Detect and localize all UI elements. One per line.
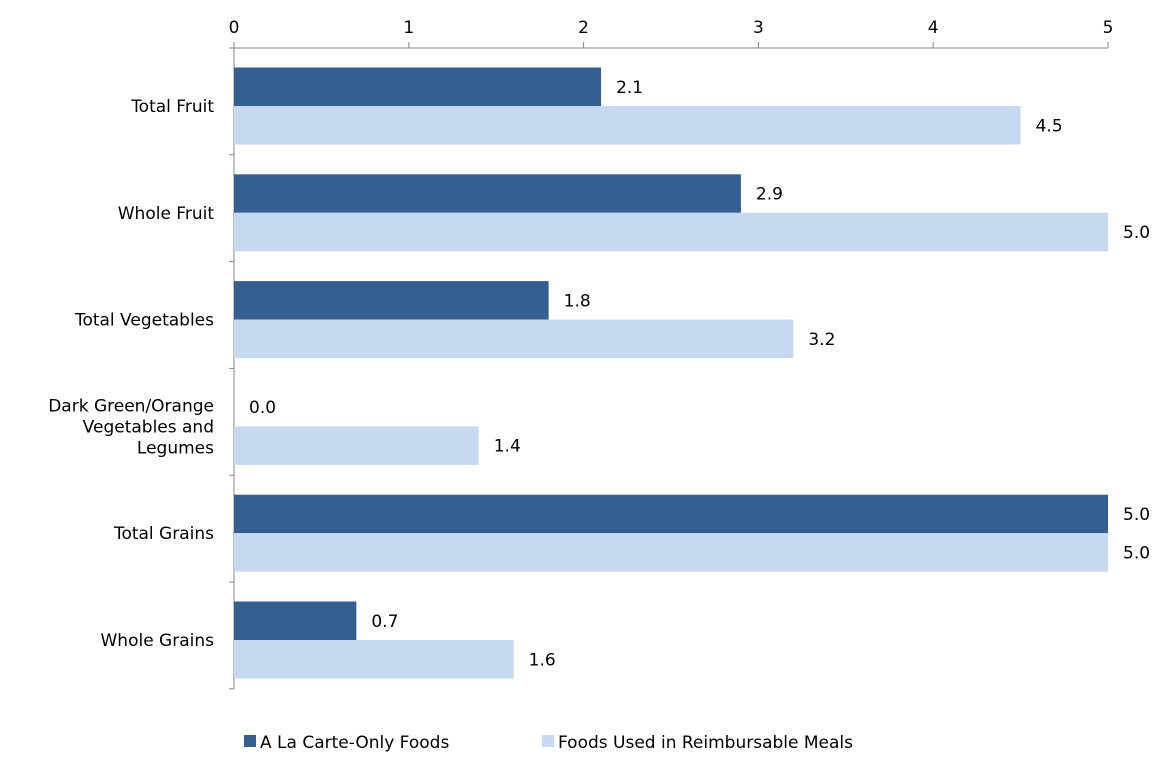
data-label: 1.6 (529, 650, 556, 670)
x-tick-label: 4 (928, 18, 939, 38)
category-label-line: Whole Grains (100, 631, 214, 651)
legend-label: A La Carte-Only Foods (260, 733, 449, 753)
bar-reimbursable-meals (234, 319, 794, 359)
x-tick-label: 1 (403, 18, 414, 38)
category-label: Dark Green/Orange Vegetables and Legumes (48, 396, 214, 458)
data-label: 0.7 (371, 612, 398, 632)
legend: A La Carte-Only Foods Foods Used in Reimb… (244, 733, 853, 753)
category-label: Whole Fruit (118, 204, 215, 224)
bar-reimbursable-meals (234, 426, 479, 465)
category-label-line: Total Vegetables (74, 311, 214, 331)
data-label: 0.0 (249, 398, 276, 418)
data-label: 5.0 (1123, 543, 1150, 563)
x-tick-label: 3 (753, 18, 764, 38)
bar-reimbursable-meals (234, 640, 514, 679)
category-label-line: Total Grains (113, 524, 214, 544)
axis-layer: 0 1 2 3 4 5 (229, 18, 1114, 690)
bar-a-la-carte (234, 281, 549, 320)
bar-a-la-carte (234, 67, 602, 106)
labels-layer: Total Fruit Whole Fruit Total Vegetables Da… (48, 78, 1150, 671)
x-tick-label: 2 (578, 18, 589, 38)
data-label: 5.0 (1123, 505, 1150, 525)
bar-a-la-carte (234, 174, 741, 213)
data-label: 4.5 (1036, 116, 1063, 136)
data-label: 1.8 (564, 291, 591, 311)
bars-layer (234, 67, 1108, 679)
category-label-line: Whole Fruit (118, 204, 215, 224)
legend-label: Foods Used in Reimbursable Meals (558, 733, 853, 753)
data-label: 3.2 (808, 330, 835, 350)
x-tick-label: 0 (229, 18, 240, 38)
category-label: Total Fruit (130, 97, 214, 117)
category-label-line: Dark Green/Orange (48, 396, 214, 416)
category-label-line: Vegetables and (83, 417, 214, 437)
legend-swatch (244, 735, 256, 747)
data-label: 1.4 (494, 437, 521, 457)
bar-a-la-carte (234, 601, 357, 640)
data-label: 5.0 (1123, 223, 1150, 243)
legend-swatch (542, 735, 554, 747)
bar-reimbursable-meals (234, 106, 1021, 145)
bar-reimbursable-meals (234, 212, 1108, 252)
data-label: 2.1 (616, 78, 643, 98)
category-label: Total Vegetables (74, 311, 214, 331)
category-label: Total Grains (113, 524, 214, 544)
category-label: Whole Grains (100, 631, 214, 651)
x-tick-label: 5 (1103, 18, 1114, 38)
category-label-line: Total Fruit (130, 97, 214, 117)
bar-a-la-carte (234, 494, 1108, 534)
category-label-line: Legumes (137, 438, 214, 458)
data-label: 2.9 (756, 185, 783, 205)
bar-reimbursable-meals (234, 533, 1108, 572)
